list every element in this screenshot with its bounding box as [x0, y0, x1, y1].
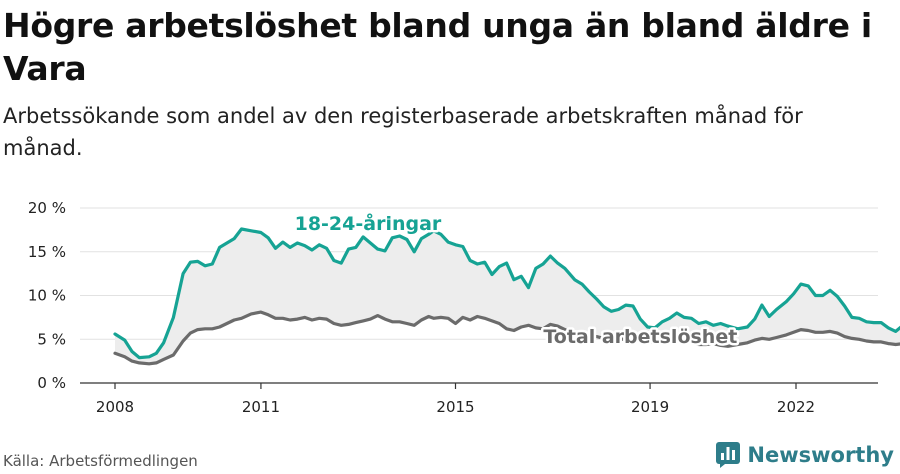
gap-band: [115, 229, 900, 364]
x-tick-label: 2011: [242, 398, 280, 416]
y-tick-label: 0 %: [37, 374, 66, 392]
series-line-total: [113, 310, 900, 366]
x-tick-label: 2008: [96, 398, 134, 416]
axis-layer: 0 % 5 % 10 % 15 % 20 % 2008 2011 2015 2019 2022: [28, 199, 878, 416]
y-tick-label: 20 %: [28, 199, 66, 217]
y-tick-label: 15 %: [28, 243, 66, 261]
x-tick-label: 2019: [631, 398, 669, 416]
source-note: Källa: Arbetsförmedlingen: [3, 452, 198, 470]
y-tick-label: 10 %: [28, 287, 66, 305]
series-label-total: Total arbetslöshet: [543, 326, 737, 348]
brand-logo[interactable]: Newsworthy: [715, 441, 894, 469]
line-chart: 0 % 5 % 10 % 15 % 20 % 2008 2011 2015 2019 2022 7…: [28, 199, 900, 416]
y-tick-label: 5 %: [37, 330, 66, 348]
series-line-youth: [113, 227, 900, 360]
series-layer: [113, 227, 900, 366]
series-label-youth: 18-24-åringar: [295, 211, 442, 235]
x-tick-label: 2022: [777, 398, 815, 416]
chart-title: Högre arbetslöshet bland unga än bland ä…: [3, 6, 872, 88]
chart-subtitle: Arbetssökande som andel av den registerb…: [3, 104, 803, 160]
brand-name: Newsworthy: [747, 443, 894, 467]
x-tick-label: 2015: [436, 398, 474, 416]
gap-band-layer: [115, 229, 900, 364]
newsworthy-logo-icon: [716, 442, 741, 468]
